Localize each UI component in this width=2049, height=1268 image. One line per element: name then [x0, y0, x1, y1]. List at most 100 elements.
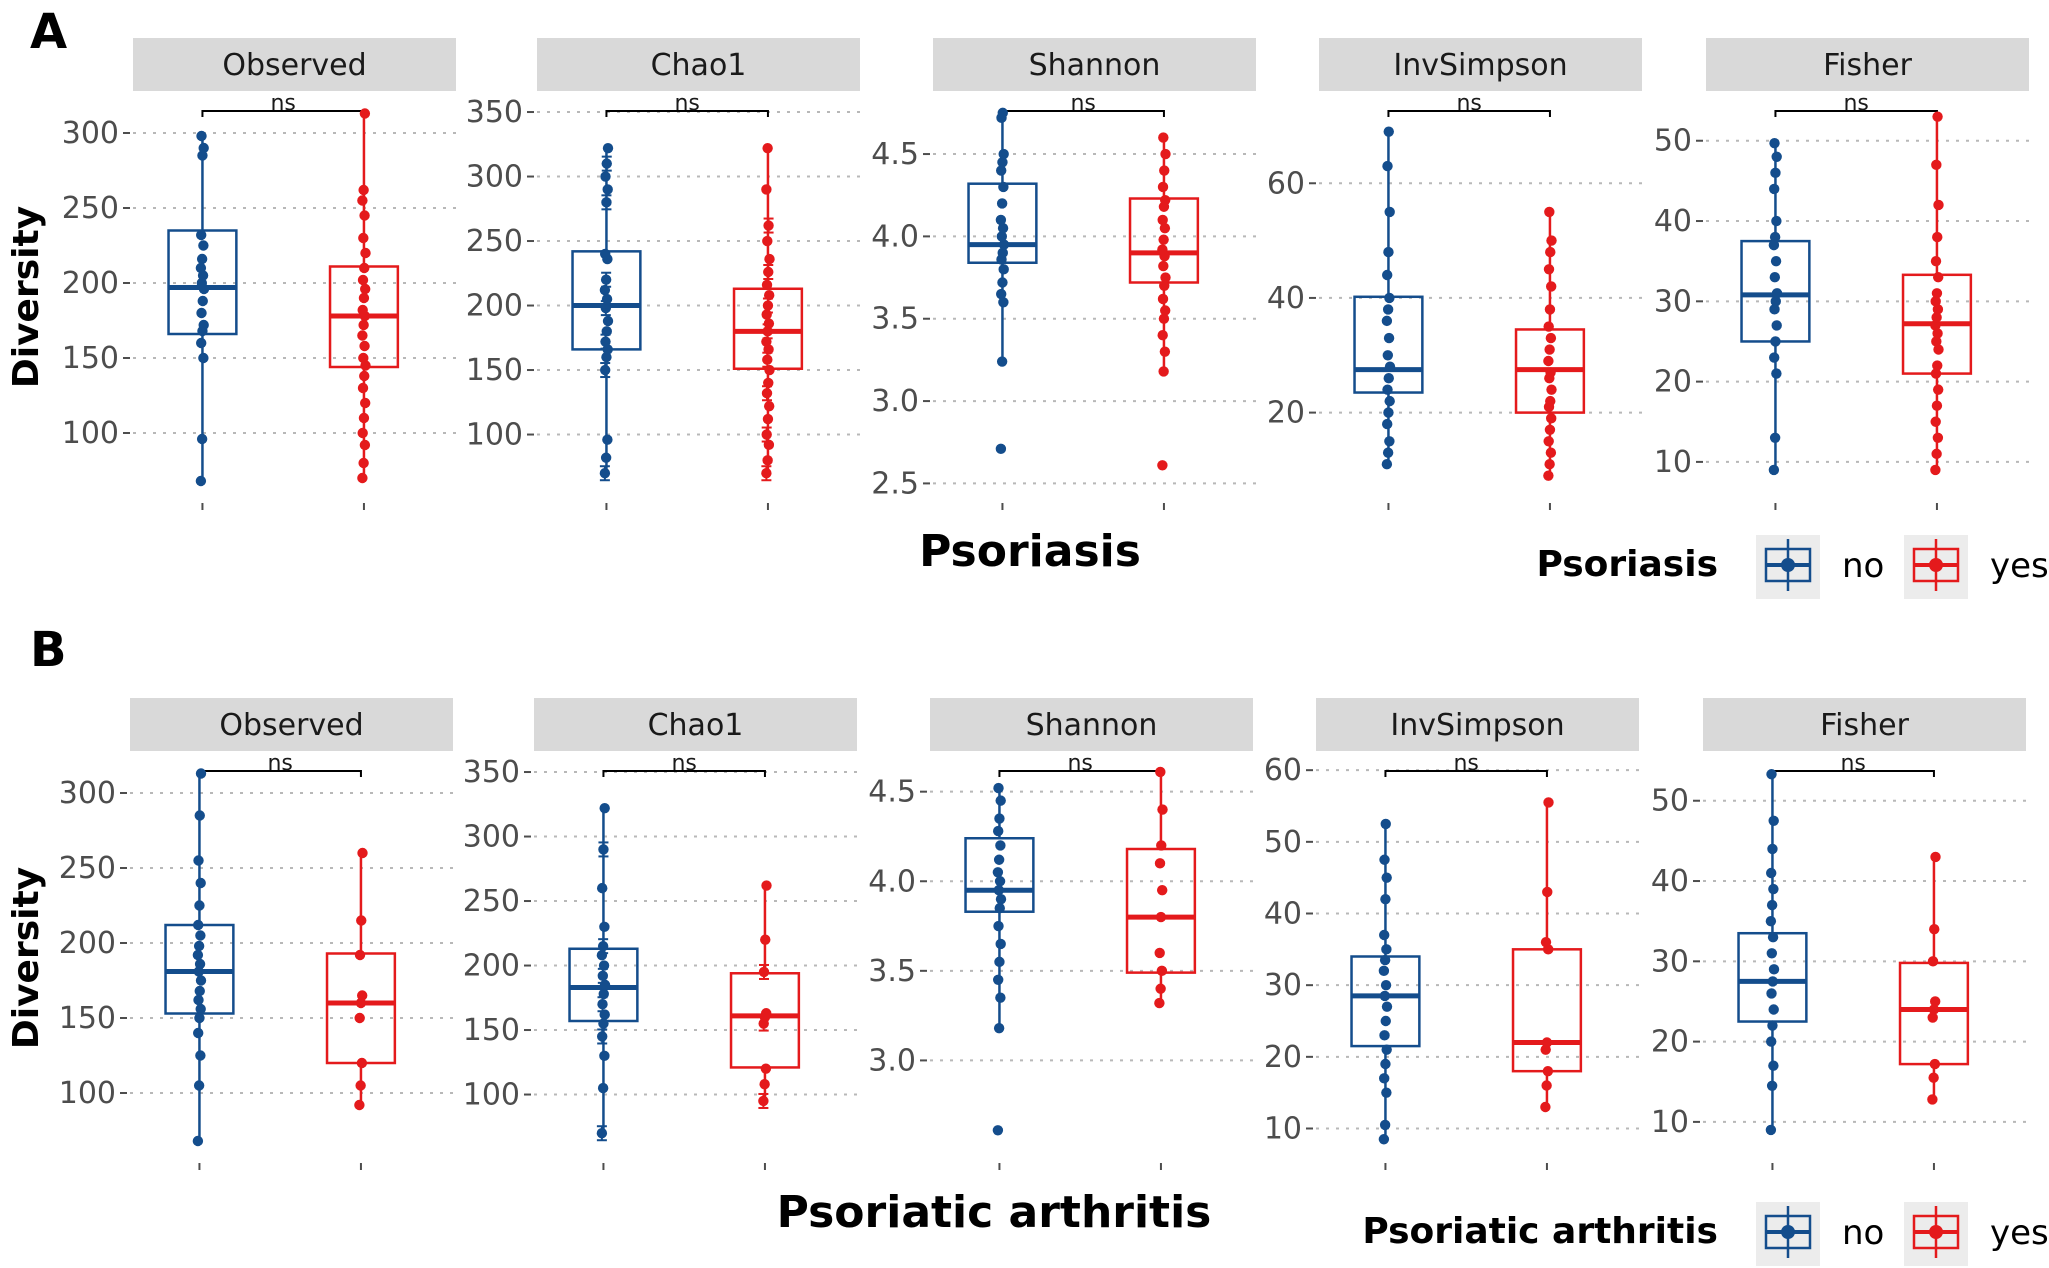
y-tick-label: 300 — [62, 116, 119, 151]
data-point — [994, 813, 1005, 824]
significance-bracket — [605, 110, 769, 117]
data-point — [992, 974, 1004, 985]
data-point — [1931, 312, 1942, 323]
data-point — [1768, 964, 1780, 975]
data-point — [1383, 126, 1394, 137]
data-point — [1382, 304, 1394, 315]
data-point — [198, 352, 209, 364]
significance-bracket — [1387, 110, 1551, 117]
data-point — [758, 966, 770, 978]
y-tick-label: 300 — [466, 160, 523, 195]
data-point — [998, 297, 1009, 308]
facet-strip — [1703, 698, 2026, 751]
data-point — [1378, 1073, 1390, 1084]
facet-strip — [1706, 38, 2029, 91]
box-no — [1740, 137, 1811, 476]
data-point — [994, 956, 1005, 968]
data-point — [1158, 234, 1169, 245]
box-no — [967, 107, 1038, 455]
box-no — [571, 142, 642, 482]
data-point — [358, 352, 369, 364]
data-point — [1928, 1072, 1939, 1083]
data-point — [596, 950, 608, 961]
y-tick-label: 4.5 — [871, 137, 919, 172]
data-point — [1770, 336, 1781, 347]
box-yes — [1898, 851, 1970, 1105]
facet-title: Fisher — [1820, 708, 1910, 743]
data-point — [998, 181, 1009, 193]
data-point — [759, 1079, 770, 1090]
data-point — [1159, 305, 1171, 316]
y-tick-label: 3.5 — [871, 302, 919, 337]
box-no — [1353, 126, 1424, 470]
data-point — [1930, 255, 1942, 267]
data-point — [195, 475, 207, 487]
data-point — [995, 288, 1007, 300]
legend-key-point — [1929, 1225, 1943, 1239]
data-point — [1541, 1037, 1553, 1048]
data-point — [598, 988, 609, 1000]
data-point — [193, 940, 205, 952]
data-point — [1154, 858, 1166, 869]
data-point — [995, 992, 1006, 1003]
data-point — [357, 427, 368, 439]
data-point — [1768, 1004, 1779, 1015]
data-point — [597, 1082, 609, 1094]
significance-label: ns — [674, 91, 699, 116]
data-point — [1384, 292, 1395, 304]
data-point — [196, 130, 207, 142]
data-point — [763, 377, 774, 389]
data-point — [993, 854, 1005, 865]
data-point — [194, 958, 206, 970]
data-point — [1543, 797, 1554, 808]
box-no — [964, 782, 1035, 1136]
data-point — [195, 975, 207, 986]
data-point — [1766, 988, 1777, 999]
data-point — [1929, 996, 1941, 1007]
data-point — [1379, 954, 1391, 966]
box-yes — [1128, 132, 1200, 471]
data-point — [1769, 304, 1780, 315]
facet-chao1: Chao1 100 150 200 250 300 350 ns — [466, 38, 860, 510]
data-point — [1771, 320, 1782, 331]
data-point — [1931, 288, 1943, 299]
significance-bracket — [1384, 770, 1548, 777]
data-point — [1541, 1080, 1552, 1091]
data-point — [1766, 948, 1778, 959]
data-point — [192, 949, 204, 961]
y-tick-label: 20 — [1651, 1025, 1689, 1060]
data-point — [992, 1125, 1004, 1136]
data-point — [761, 468, 772, 479]
data-point — [1380, 818, 1391, 830]
data-point — [1382, 384, 1393, 395]
data-point — [1378, 929, 1390, 941]
data-point — [357, 304, 368, 316]
box-no — [1737, 769, 1808, 1136]
y-tick-label: 10 — [1264, 1112, 1302, 1147]
y-tick-label: 250 — [466, 224, 523, 259]
data-point — [997, 107, 1008, 119]
data-point — [1768, 352, 1780, 363]
data-point — [192, 1135, 204, 1147]
y-axis-label: Diversity — [6, 206, 47, 388]
data-point — [1543, 264, 1555, 275]
data-point — [1545, 246, 1556, 258]
data-point — [360, 247, 371, 259]
facet-chao1: Chao1 100 150 200 250 300 350 ns — [463, 698, 857, 1170]
data-point — [1544, 304, 1556, 315]
data-point — [1158, 366, 1169, 377]
data-point — [357, 274, 369, 286]
data-point — [1382, 447, 1394, 458]
y-tick-label: 3.5 — [868, 954, 916, 989]
data-point — [601, 326, 612, 337]
data-point — [761, 184, 772, 195]
data-point — [597, 940, 609, 952]
data-point — [1381, 418, 1393, 430]
data-point — [198, 240, 209, 251]
data-point — [764, 253, 775, 265]
y-tick-label: 20 — [1267, 396, 1305, 431]
data-point — [599, 468, 611, 479]
data-point — [1384, 436, 1395, 447]
data-point — [1765, 1124, 1777, 1136]
y-tick-label: 10 — [1654, 445, 1692, 480]
